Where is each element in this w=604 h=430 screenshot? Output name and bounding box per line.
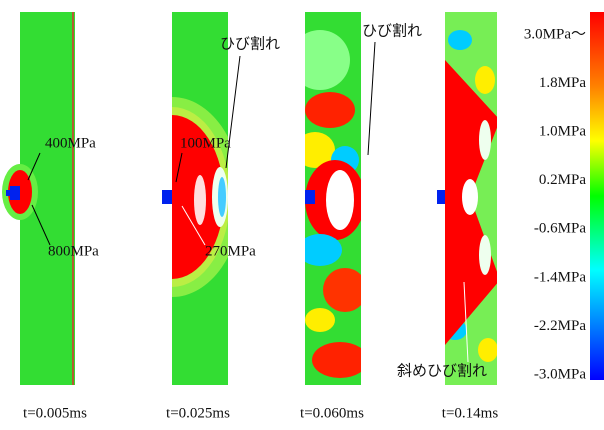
colorbar-labels: 3.0MPa〜 1.8MPa 1.0MPa 0.2MPa -0.6MPa -1.4MPa -… [524,26,586,382]
annotation: 800MPa [48,243,99,259]
colorbar [590,12,604,380]
indenter [162,190,172,204]
panel-4 [443,12,500,385]
time-label: t=0.14ms [442,405,499,421]
annotation: 斜めひび割れ [397,362,487,379]
colorbar-label: 1.0MPa [539,124,586,140]
indenter [305,190,315,204]
arrows [28,42,468,362]
annotation: ひび割れ [220,35,280,52]
colorbar-label: -0.6MPa [534,221,586,237]
panel-1 [2,12,75,385]
colorbar-label: -3.0MPa [534,366,586,382]
colorbar-label: 1.8MPa [539,75,586,91]
colorbar-label: -2.2MPa [534,318,586,334]
colorbar-label: 0.2MPa [539,172,586,188]
annotation: 270MPa [205,243,256,259]
panel-3 [290,12,368,385]
colorbar-label: -1.4MPa [534,269,586,285]
indenter [437,190,445,204]
colorbar-label: 3.0MPa〜 [524,26,586,42]
time-label: t=0.025ms [166,405,230,421]
time-label: t=0.060ms [300,405,364,421]
annotation: 100MPa [180,135,231,151]
figure: 400MPa 800MPa 100MPa 270MPa ひび割れ ひび割れ 斜め… [0,0,604,430]
annotation: ひび割れ [362,22,422,39]
time-label: t=0.005ms [23,405,87,421]
annotation: 400MPa [45,135,96,151]
